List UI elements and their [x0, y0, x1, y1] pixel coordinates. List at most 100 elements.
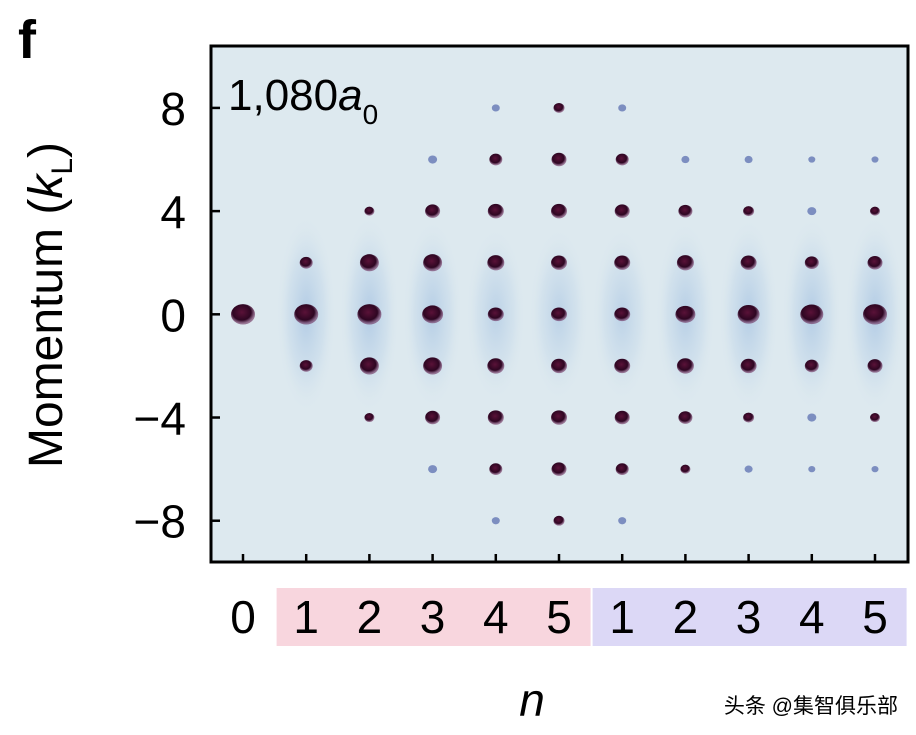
spot-col2-k0	[357, 304, 382, 325]
y-tick-label: 8	[160, 83, 186, 135]
y-axis-title-sub: L	[46, 158, 79, 175]
annotation-label: 1,080a0	[228, 71, 378, 130]
spot-col6-k8	[618, 104, 627, 112]
spot-col7-k4	[678, 204, 693, 218]
spot-col4-k8	[491, 104, 500, 112]
spot-col2-k-4	[364, 413, 375, 423]
spot-col1-k2	[299, 256, 313, 269]
spot-col4-k0	[487, 307, 504, 322]
spot-col6-k0	[614, 307, 631, 322]
spot-col4-k-6	[489, 463, 503, 475]
x-tick-label: 5	[546, 591, 572, 643]
spot-col0-k0	[231, 304, 255, 325]
spot-col2-k-2	[359, 357, 379, 375]
spot-col6-k-2	[614, 358, 631, 374]
spot-col7-k6	[681, 155, 690, 164]
x-tick-label: 5	[862, 591, 888, 643]
spot-col8-k2	[740, 255, 757, 270]
spot-col5-k0	[551, 307, 567, 322]
spot-col5-k2	[551, 255, 567, 270]
y-axis-title: Momentum (kL)	[20, 142, 79, 468]
spot-col8-k-6	[744, 465, 753, 473]
x-tick-label: 1	[609, 591, 635, 643]
x-tick-label: 4	[483, 591, 509, 643]
spot-col7-k-4	[678, 411, 693, 424]
spot-col5-k-8	[553, 515, 565, 526]
x-tick-label: 3	[736, 591, 762, 643]
group-band-0	[276, 588, 591, 646]
spot-col9-k-6	[808, 465, 816, 473]
spot-col5-k-4	[551, 410, 567, 425]
y-tick-label: 0	[160, 289, 186, 341]
x-tick-label: 1	[293, 591, 319, 643]
x-tick-label: 2	[673, 591, 699, 643]
spot-col3-k2	[423, 254, 443, 272]
y-axis-title-main: Momentum (	[20, 199, 73, 468]
spot-col2-k2	[359, 254, 379, 272]
spot-col3-k-4	[425, 410, 441, 425]
spot-col7-k-6	[680, 464, 691, 474]
spot-col5-k4	[551, 203, 567, 219]
spot-col7-k2	[676, 255, 694, 271]
x-tick-label: 3	[420, 591, 446, 643]
spot-col4-k6	[489, 153, 503, 166]
spot-col5-k6	[551, 152, 567, 167]
spot-col5-k-6	[551, 462, 567, 476]
spot-col6-k2	[614, 255, 631, 270]
spot-col3-k6	[428, 155, 438, 164]
x-tick-label: 4	[799, 591, 825, 643]
spot-col6-k-6	[615, 463, 629, 475]
x-axis-title: n	[519, 674, 545, 726]
spot-col10-k4	[870, 206, 880, 216]
diffraction-spots	[231, 102, 887, 526]
spot-col7-k-2	[676, 358, 694, 374]
watermark: 头条 @集智俱乐部	[724, 695, 898, 718]
spot-col9-k-4	[807, 413, 817, 422]
annotation-var: a	[338, 71, 362, 120]
spot-col6-k-4	[614, 410, 630, 425]
group-band-1	[592, 588, 907, 646]
spot-col6-k6	[615, 153, 629, 166]
spot-col1-k0	[294, 304, 319, 325]
spot-col10-k2	[867, 255, 883, 270]
y-axis-title-var: k	[20, 172, 73, 199]
spot-col3-k-6	[428, 465, 438, 474]
spot-col6-k-8	[618, 517, 627, 525]
spot-col3-k-2	[423, 357, 443, 375]
spot-col10-k6	[871, 156, 879, 163]
x-tick-label: 0	[230, 591, 256, 643]
spot-col10-k0	[863, 304, 887, 325]
spot-col8-k-4	[743, 412, 755, 423]
spot-col8-k-2	[740, 358, 757, 374]
spot-col4-k2	[487, 255, 505, 271]
spot-col1-k-2	[299, 360, 313, 372]
panel-label: f	[18, 10, 37, 70]
spot-col10-k-4	[870, 413, 880, 423]
spot-col3-k4	[425, 204, 441, 218]
x-tick-label: 2	[357, 591, 383, 643]
spot-col5-k-2	[551, 358, 567, 374]
spot-col3-k0	[422, 305, 444, 324]
spot-col9-k4	[807, 207, 817, 216]
spot-col8-k6	[744, 155, 753, 164]
annotation-base: 1,080	[228, 71, 338, 120]
spot-col5-k8	[553, 102, 565, 113]
spot-col10-k-2	[867, 359, 883, 373]
spot-col2-k4	[364, 206, 375, 216]
spot-col6-k4	[614, 204, 630, 218]
spot-col4-k4	[487, 203, 504, 219]
spot-col7-k0	[675, 305, 696, 323]
spot-col10-k-6	[871, 465, 879, 473]
x-ticks	[241, 554, 877, 562]
y-axis-title-close: )	[20, 142, 73, 158]
spot-col4-k-2	[487, 358, 505, 374]
spot-col9-k6	[808, 156, 816, 163]
y-ticks: 8 4 0 −4 −8	[134, 83, 220, 548]
spot-col9-k-2	[804, 359, 819, 373]
y-tick-label: 4	[160, 186, 186, 238]
spot-col9-k2	[804, 256, 819, 270]
spot-col4-k-4	[487, 410, 504, 425]
spot-col8-k0	[737, 304, 760, 324]
